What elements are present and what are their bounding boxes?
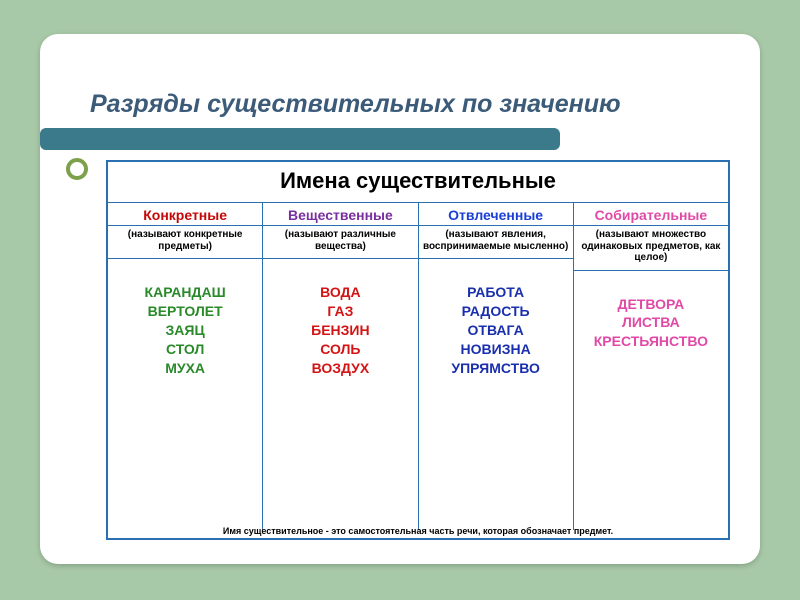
column-header: Вещественные (263, 203, 417, 226)
column-description: (называют множество одинаковых предметов… (574, 226, 728, 271)
example-word: РАБОТА (419, 283, 573, 302)
example-word: ГАЗ (263, 302, 417, 321)
card-title: Имена существительные (108, 162, 728, 202)
example-word: УПРЯМСТВО (419, 359, 573, 378)
example-word: ДЕТВОРА (574, 295, 728, 314)
example-word: КРЕСТЬЯНСТВО (574, 332, 728, 351)
column-examples: ВОДАГАЗБЕНЗИНСОЛЬВОЗДУХ (263, 259, 417, 530)
accent-bar (40, 128, 560, 150)
example-word: МУХА (108, 359, 262, 378)
column-examples: РАБОТАРАДОСТЬОТВАГАНОВИЗНАУПРЯМСТВО (419, 259, 573, 530)
column-2: Отвлеченные(называют явления, воспринима… (419, 202, 574, 530)
column-examples: КАРАНДАШВЕРТОЛЕТЗАЯЦСТОЛМУХА (108, 259, 262, 530)
example-word: СОЛЬ (263, 340, 417, 359)
column-header: Собирательные (574, 203, 728, 226)
column-examples: ДЕТВОРАЛИСТВАКРЕСТЬЯНСТВО (574, 271, 728, 531)
footnote: Имя существительное - это самостоятельна… (108, 526, 728, 536)
column-header: Отвлеченные (419, 203, 573, 226)
slide-title: Разряды существительных по значению (90, 90, 621, 119)
bullet-decoration (66, 158, 88, 180)
column-0: Конкретные(называют конкретные предметы)… (108, 202, 263, 530)
column-description: (называют явления, воспринимаемые мыслен… (419, 226, 573, 259)
column-header: Конкретные (108, 203, 262, 226)
example-word: ВОДА (263, 283, 417, 302)
slide-background: Разряды существительных по значению Имен… (0, 0, 800, 600)
example-word: ОТВАГА (419, 321, 573, 340)
example-word: ВЕРТОЛЕТ (108, 302, 262, 321)
example-word: СТОЛ (108, 340, 262, 359)
example-word: НОВИЗНА (419, 340, 573, 359)
example-word: РАДОСТЬ (419, 302, 573, 321)
column-description: (называют конкретные предметы) (108, 226, 262, 259)
column-description: (называют различные вещества) (263, 226, 417, 259)
column-3: Собирательные(называют множество одинако… (574, 202, 728, 530)
columns-container: Конкретные(называют конкретные предметы)… (108, 202, 728, 530)
table-card: Имена существительные Конкретные(называю… (106, 160, 730, 540)
example-word: КАРАНДАШ (108, 283, 262, 302)
example-word: ЛИСТВА (574, 313, 728, 332)
example-word: ЗАЯЦ (108, 321, 262, 340)
example-word: ВОЗДУХ (263, 359, 417, 378)
column-1: Вещественные(называют различные вещества… (263, 202, 418, 530)
example-word: БЕНЗИН (263, 321, 417, 340)
